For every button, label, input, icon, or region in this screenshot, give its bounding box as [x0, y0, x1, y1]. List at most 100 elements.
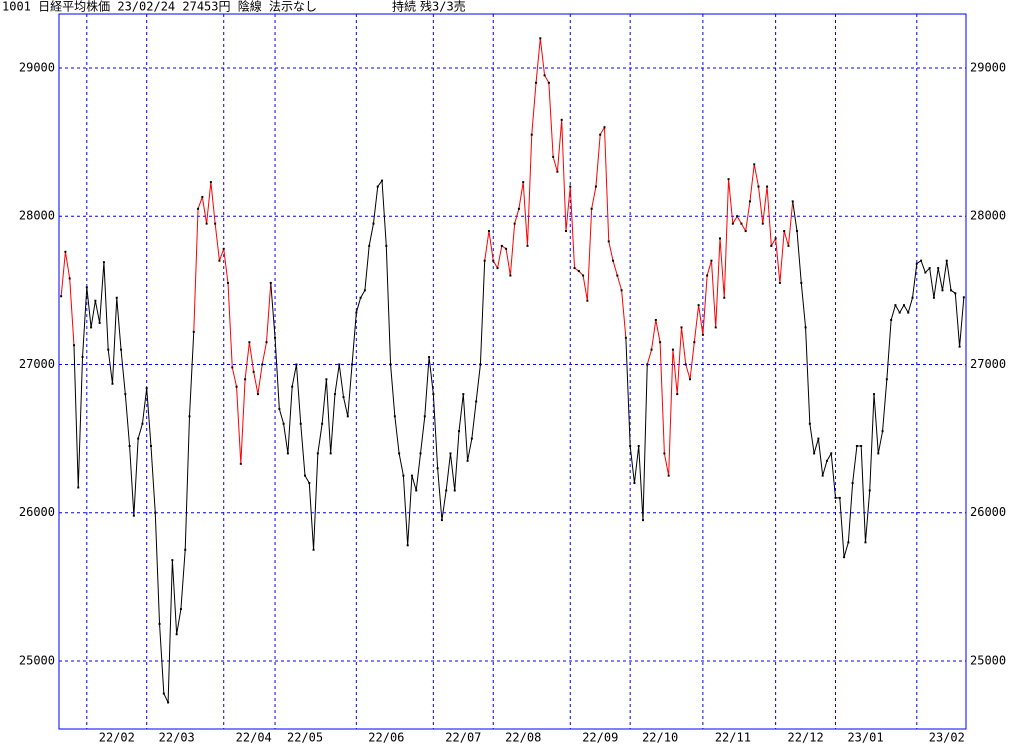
price-point	[158, 622, 161, 625]
price-point	[783, 230, 786, 233]
price-point	[663, 452, 666, 455]
price-point	[201, 195, 204, 198]
x-tick-label: 22/10	[642, 731, 678, 745]
price-point	[278, 407, 281, 410]
price-point	[535, 81, 538, 84]
price-point	[928, 267, 931, 270]
x-tick-label: 23/02	[929, 731, 965, 745]
price-point	[911, 296, 914, 299]
price-point	[355, 311, 358, 314]
price-point	[804, 326, 807, 329]
price-point	[419, 452, 422, 455]
price-point	[778, 281, 781, 284]
price-point	[744, 230, 747, 233]
price-point	[791, 200, 794, 203]
price-point	[624, 336, 627, 339]
price-point	[877, 452, 880, 455]
y-tick-label: 25000	[19, 653, 55, 667]
price-point	[851, 482, 854, 485]
price-line	[270, 179, 486, 550]
price-point	[124, 393, 127, 396]
price-line	[792, 201, 965, 558]
price-point	[590, 207, 593, 210]
price-point	[466, 459, 469, 462]
price-point	[98, 321, 101, 324]
y2-tick-label: 25000	[970, 653, 1006, 667]
price-point	[316, 452, 319, 455]
price-point	[817, 437, 820, 440]
price-point	[475, 400, 478, 403]
y-tick-label: 26000	[19, 505, 55, 519]
price-point	[890, 318, 893, 321]
price-point	[197, 207, 200, 210]
price-point	[868, 489, 871, 492]
price-point	[333, 393, 336, 396]
price-point	[188, 415, 191, 418]
price-point	[265, 341, 268, 344]
price-point	[85, 286, 88, 289]
plot-frame	[58, 13, 967, 730]
price-point	[834, 496, 837, 499]
price-point	[120, 348, 123, 351]
price-point	[582, 274, 585, 277]
price-point	[487, 230, 490, 233]
price-point	[902, 304, 905, 307]
y-tick-label: 29000	[19, 60, 55, 74]
price-point	[612, 259, 615, 262]
price-point	[398, 452, 401, 455]
price-point	[898, 311, 901, 314]
price-point	[205, 222, 208, 225]
price-point	[607, 240, 610, 243]
price-point	[415, 489, 418, 492]
price-point	[329, 452, 332, 455]
price-point	[522, 181, 525, 184]
price-point	[299, 422, 302, 425]
price-point	[453, 489, 456, 492]
price-point	[192, 330, 195, 333]
price-point	[885, 378, 888, 381]
price-point	[770, 244, 773, 247]
price-point	[530, 133, 533, 136]
price-point	[723, 296, 726, 299]
x-tick-label: 22/12	[788, 731, 824, 745]
price-point	[915, 262, 918, 265]
price-point	[564, 230, 567, 233]
price-point	[753, 163, 756, 166]
price-point	[321, 422, 324, 425]
price-point	[81, 356, 84, 359]
price-point	[381, 179, 384, 182]
price-point	[462, 393, 465, 396]
price-point	[141, 422, 144, 425]
price-point	[937, 267, 940, 270]
price-point	[761, 222, 764, 225]
x-tick-label: 22/02	[99, 731, 135, 745]
price-point	[445, 489, 448, 492]
price-point	[132, 514, 135, 517]
x-tick-label: 22/05	[287, 731, 323, 745]
price-point	[907, 311, 910, 314]
price-point	[162, 692, 165, 695]
price-point	[325, 378, 328, 381]
price-point	[552, 155, 555, 158]
price-line	[646, 164, 794, 476]
price-point	[115, 296, 118, 299]
price-point	[235, 385, 238, 388]
price-point	[513, 222, 516, 225]
price-point	[256, 393, 259, 396]
price-point	[950, 289, 953, 292]
price-point	[569, 185, 572, 188]
price-point	[128, 444, 131, 447]
price-point	[671, 348, 674, 351]
x-tick-label: 23/01	[847, 731, 883, 745]
price-point	[680, 326, 683, 329]
y2-tick-label: 28000	[970, 209, 1006, 223]
price-point	[509, 274, 512, 277]
price-point	[641, 519, 644, 522]
price-point	[244, 378, 247, 381]
chart-title: 1001 日経平均株価 23/02/24 27453円 陰線 法示なし	[2, 0, 317, 14]
price-point	[312, 548, 315, 551]
price-point	[449, 452, 452, 455]
price-point	[410, 474, 413, 477]
x-tick-label: 22/03	[159, 731, 195, 745]
price-point	[740, 222, 743, 225]
